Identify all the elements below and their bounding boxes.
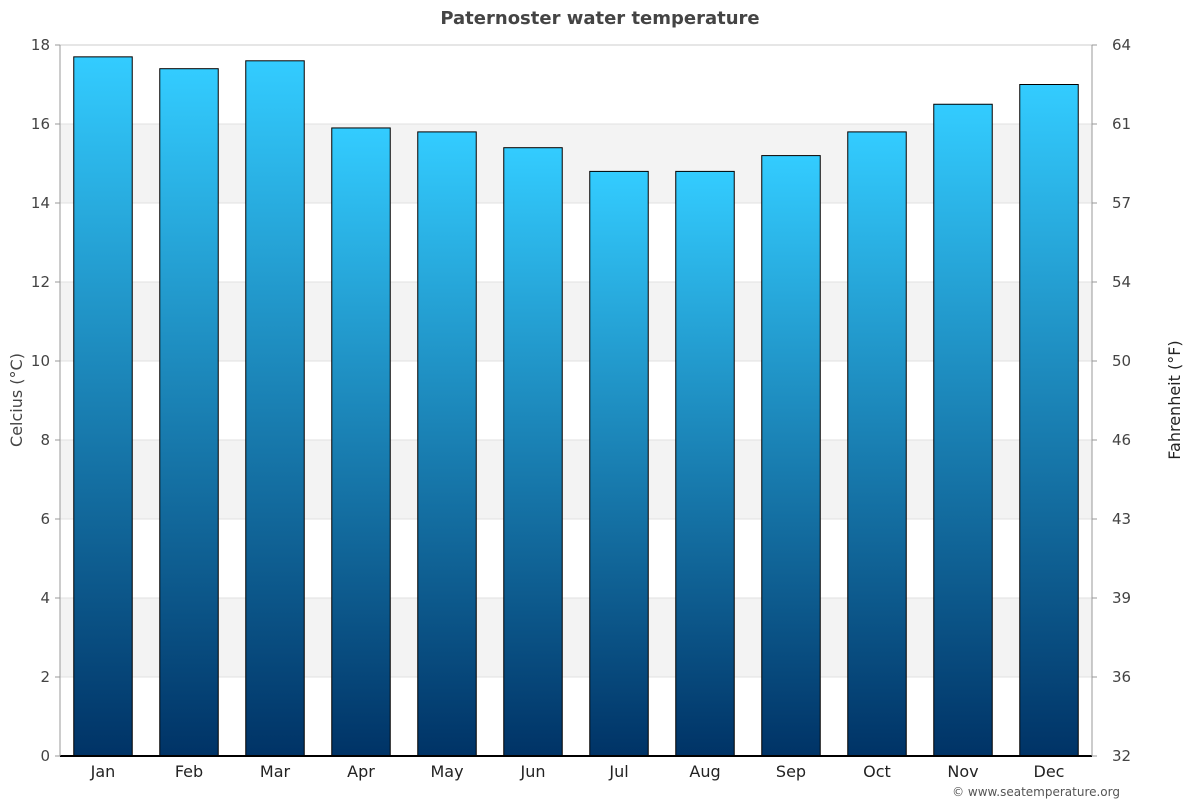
grid-band <box>60 361 1092 440</box>
bar-dec <box>1019 84 1079 757</box>
y-tick-label-right: 50 <box>1112 352 1131 370</box>
y-ticks-fahrenheit: 32 36 39 43 46 50 54 57 61 64 <box>1092 36 1131 765</box>
y-tick-label-right: 54 <box>1112 273 1131 291</box>
bar-aug <box>675 170 735 757</box>
y-tick-label-left: 16 <box>31 115 50 133</box>
bar-mar <box>245 60 305 757</box>
y-axis-label-celsius: Celcius (°C) <box>7 353 26 447</box>
x-tick-label-nov: Nov <box>947 762 978 781</box>
credit-text: © www.seatemperature.org <box>952 785 1120 799</box>
y-tick-label-right: 46 <box>1112 431 1131 449</box>
bar-sep <box>761 155 821 757</box>
y-tick-label-right: 39 <box>1112 589 1131 607</box>
y-axis-label-fahrenheit: Fahrenheit (°F) <box>1165 340 1184 459</box>
y-tick-label-right: 64 <box>1112 36 1131 54</box>
chart-title: Paternoster water temperature <box>440 8 759 29</box>
y-tick-label-right: 61 <box>1112 115 1131 133</box>
y-tick-label-left: 4 <box>40 589 50 607</box>
bar-jun <box>503 147 563 757</box>
bar-feb <box>159 68 219 757</box>
y-tick-label-left: 2 <box>40 668 50 686</box>
x-tick-label-mar: Mar <box>260 762 291 781</box>
x-tick-label-jun: Jun <box>520 762 546 781</box>
x-ticks-months: Jan Feb Mar Apr May Jun Jul Aug Sep Oct Nov Dec <box>90 762 1065 781</box>
x-tick-label-aug: Aug <box>689 762 720 781</box>
bar-apr <box>331 127 391 757</box>
y-ticks-celsius: 0 2 4 6 8 10 12 14 16 18 <box>31 36 60 765</box>
grid-band <box>60 124 1092 203</box>
x-tick-label-dec: Dec <box>1034 762 1065 781</box>
x-tick-label-may: May <box>430 762 463 781</box>
axes <box>59 45 1093 757</box>
grid-band <box>60 203 1092 282</box>
y-tick-label-left: 12 <box>31 273 50 291</box>
x-tick-label-apr: Apr <box>347 762 375 781</box>
y-tick-label-left: 14 <box>31 194 50 212</box>
bar-jan <box>73 56 133 757</box>
bars <box>73 56 1079 757</box>
y-tick-label-right: 43 <box>1112 510 1131 528</box>
y-tick-label-right: 57 <box>1112 194 1131 212</box>
x-tick-label-oct: Oct <box>863 762 891 781</box>
x-tick-label-jul: Jul <box>608 762 628 781</box>
x-tick-label-feb: Feb <box>175 762 203 781</box>
x-tick-label-jan: Jan <box>90 762 116 781</box>
y-tick-label-left: 6 <box>40 510 50 528</box>
grid-band <box>60 598 1092 677</box>
grid-bands <box>60 45 1092 756</box>
grid-band <box>60 45 1092 124</box>
bar-jul <box>589 170 649 757</box>
grid-band <box>60 519 1092 598</box>
bar-may <box>417 131 477 757</box>
y-tick-label-left: 10 <box>31 352 50 370</box>
y-tick-label-left: 8 <box>40 431 50 449</box>
y-tick-label-left: 0 <box>40 747 50 765</box>
bar-nov <box>933 103 993 757</box>
y-tick-label-left: 18 <box>31 36 50 54</box>
y-tick-label-right: 36 <box>1112 668 1131 686</box>
grid-band <box>60 282 1092 361</box>
grid-band <box>60 440 1092 519</box>
grid-band <box>60 677 1092 756</box>
bar-oct <box>847 131 907 757</box>
x-tick-label-sep: Sep <box>776 762 806 781</box>
y-tick-label-right: 32 <box>1112 747 1131 765</box>
